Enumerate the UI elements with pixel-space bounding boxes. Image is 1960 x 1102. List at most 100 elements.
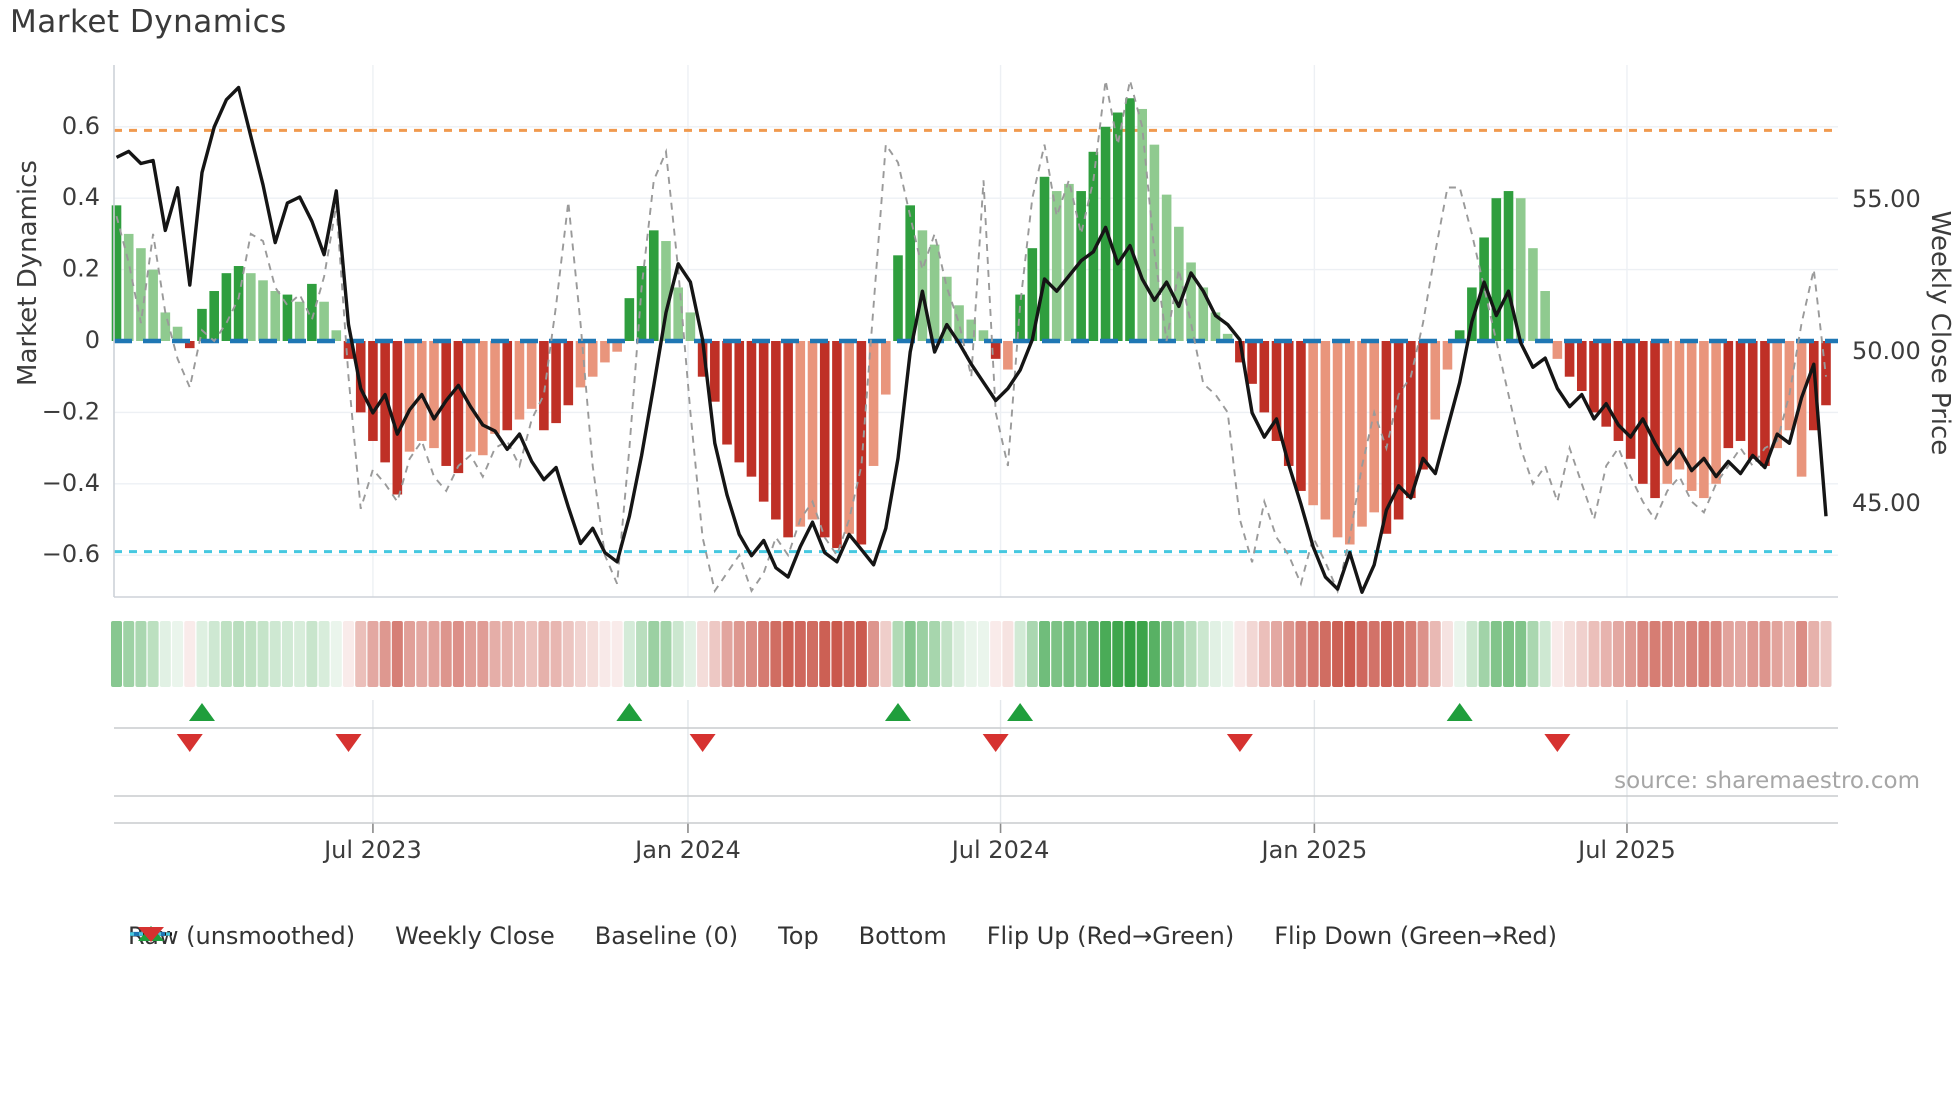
heatmap-cell — [1722, 621, 1734, 687]
heatmap-cell — [1307, 621, 1319, 687]
bar-week-101 — [1344, 341, 1355, 545]
bar-week-11 — [246, 273, 256, 341]
bar-week-124 — [1625, 341, 1636, 459]
bar-week-83 — [1125, 98, 1135, 342]
flip-marker-rows — [114, 703, 1838, 824]
right-tick-label: 55.00 — [1852, 185, 1921, 213]
heatmap-cell — [892, 621, 904, 687]
heatmap-cell — [306, 621, 318, 687]
heatmap-cell — [501, 621, 513, 687]
heatmap-cell — [1759, 621, 1771, 687]
bar-week-0 — [111, 205, 122, 341]
bar-week-28 — [453, 341, 464, 474]
bar-week-100 — [1332, 341, 1343, 538]
heatmap-cell — [489, 621, 501, 687]
heatmap-cell — [416, 621, 428, 687]
bar-week-5 — [172, 326, 183, 341]
heatmap-cell — [1136, 621, 1148, 687]
bar-week-7 — [197, 308, 207, 341]
flip-up-marker — [188, 703, 215, 721]
heatmap-cell — [1185, 621, 1197, 687]
bar-week-60 — [844, 341, 854, 534]
heatmap-cell — [1515, 621, 1527, 687]
heatmap-cell — [1087, 621, 1099, 687]
bar-week-78 — [1064, 183, 1074, 341]
bar-week-86 — [1161, 194, 1172, 341]
heatmap-cell — [208, 621, 220, 687]
bar-week-51 — [734, 341, 745, 463]
bar-week-108 — [1430, 341, 1441, 420]
raw-series-line — [115, 80, 1827, 594]
bar-week-55 — [783, 341, 793, 538]
bar-week-16 — [307, 283, 317, 341]
heatmap-cell — [1661, 621, 1673, 687]
bar-week-128 — [1674, 341, 1685, 470]
bar-week-64 — [893, 255, 903, 341]
heatmap-cell — [1100, 621, 1112, 687]
heatmap-cell — [855, 621, 867, 687]
heatmap-cell — [684, 621, 696, 687]
heatmap-cell — [672, 621, 684, 687]
heatmap-cell — [1039, 621, 1051, 687]
heatmap-cell — [391, 621, 403, 687]
bar-week-87 — [1174, 226, 1184, 341]
bar-week-88 — [1186, 262, 1196, 341]
bar-week-109 — [1442, 341, 1453, 370]
bar-week-95 — [1271, 341, 1282, 441]
bar-week-76 — [1039, 176, 1050, 341]
heatmap-cell — [1478, 621, 1490, 687]
bar-week-120 — [1576, 341, 1587, 391]
heatmap-cell — [611, 621, 623, 687]
bar-week-19 — [343, 341, 354, 359]
heatmap-cell — [281, 621, 293, 687]
bar-week-3 — [148, 269, 158, 341]
bar-week-132 — [1723, 341, 1734, 449]
left-tick-label: 0.6 — [62, 112, 100, 140]
heatmap-cell — [965, 621, 977, 687]
bar-week-31 — [490, 341, 500, 434]
heatmap-cell — [1625, 621, 1637, 687]
heatmap-cell — [1368, 621, 1380, 687]
heatmap-cell — [465, 621, 477, 687]
bar-week-73 — [1003, 341, 1013, 370]
heatmap-cell — [1551, 621, 1563, 687]
heatmap-cell — [1002, 621, 1014, 687]
heatmap-cell — [782, 621, 794, 687]
tick-labels: 0.6 0.4 0.2 0 −0.2 −0.4 −0.6 55.00 50.00 45.00 Jul… — [42, 112, 1921, 864]
heatmap-cell — [184, 621, 196, 687]
bar-week-130 — [1699, 341, 1709, 499]
bar-week-18 — [331, 330, 342, 341]
heatmap-cell — [1197, 621, 1209, 687]
axes-spines — [113, 65, 1838, 598]
gridlines — [114, 65, 1838, 823]
heatmap-cell — [318, 621, 330, 687]
bar-week-115 — [1515, 198, 1526, 341]
bar-week-70 — [966, 319, 977, 341]
bar-week-62 — [868, 341, 879, 466]
bar-week-105 — [1393, 341, 1404, 520]
heatmap-cell — [1222, 621, 1234, 687]
heatmap-cell — [977, 621, 989, 687]
weekly-close-line — [115, 85, 1828, 594]
bar-week-119 — [1564, 341, 1575, 377]
heatmap-cell — [1564, 621, 1576, 687]
heatmap-cell — [843, 621, 855, 687]
heatmap-cell — [1344, 621, 1356, 687]
heatmap-cell — [709, 621, 721, 687]
heatmap-cell — [172, 621, 184, 687]
bar-week-114 — [1503, 191, 1514, 341]
bar-week-38 — [575, 341, 586, 388]
left-tick-label: 0.4 — [62, 183, 100, 211]
heatmap-cell — [904, 621, 916, 687]
heatmap-cell — [233, 621, 245, 687]
legend-line-swatch — [130, 931, 172, 937]
flip-up-marker — [884, 703, 911, 721]
flip-up-marker — [616, 703, 643, 721]
heatmap-cell — [1771, 621, 1783, 687]
legend-label: Flip Up (Red→Green) — [986, 922, 1235, 950]
bar-week-48 — [697, 341, 708, 377]
bar-week-131 — [1711, 341, 1721, 484]
heatmap-cell — [1673, 621, 1685, 687]
heatmap-cell — [1429, 621, 1441, 687]
